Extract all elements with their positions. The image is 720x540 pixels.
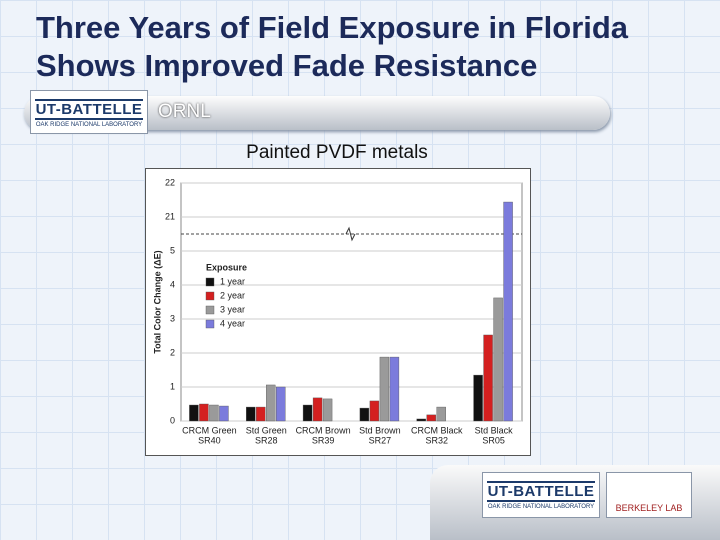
logo-name: UT-BATTELLE [35, 99, 143, 120]
legend-label: 1 year [220, 276, 245, 286]
logo: UT-BATTELLE Oak Ridge National Laborator… [30, 90, 148, 134]
x-tick-label: SR28 [255, 435, 278, 445]
y-tick-label: 3 [170, 313, 175, 323]
y-tick-label: 1 [170, 381, 175, 391]
bar [359, 407, 370, 422]
bar [266, 384, 276, 422]
x-tick-label: SR32 [425, 435, 448, 445]
chart: 0 1 2 3 4 5 21 22 Total Color Change (ΔE) CRCM Gr… [145, 168, 531, 456]
legend-swatch [205, 319, 215, 329]
logo: UT-BATTELLE Oak Ridge National Laborator… [482, 472, 600, 518]
bar [389, 356, 400, 422]
x-tick-label: SR40 [198, 435, 221, 445]
y-tick-label: 5 [170, 245, 175, 255]
legend-label: 2 year [220, 290, 245, 300]
logo-subtitle: Oak Ridge National Laboratory [487, 504, 595, 510]
legend-swatch [205, 277, 215, 287]
x-tick-label: SR39 [312, 435, 335, 445]
bar [416, 418, 426, 422]
bar [473, 374, 483, 422]
bar [312, 397, 323, 422]
y-tick-label: 0 [170, 415, 175, 425]
bar [189, 404, 199, 422]
bar [219, 405, 229, 422]
x-tick-label: SR05 [482, 435, 505, 445]
legend-label: 4 year [220, 318, 245, 328]
bar [503, 201, 513, 422]
logo-subtitle: Oak Ridge National Laboratory [35, 122, 143, 128]
bar [322, 398, 333, 422]
legend-swatch [205, 291, 215, 301]
bar [426, 414, 436, 422]
bar [199, 403, 209, 422]
bar [493, 297, 503, 422]
x-tick-label: CRCM Brown [296, 425, 351, 435]
legend-swatch [205, 305, 215, 315]
axis-break-mark [345, 226, 356, 242]
bar [256, 406, 266, 422]
y-tick-label: 4 [170, 279, 175, 289]
x-tick-label: SR27 [369, 435, 392, 445]
bar [379, 356, 390, 422]
logo: Berkeley Lab [606, 472, 692, 518]
x-tick-label: Std Black [475, 425, 514, 435]
y-tick-label: 21 [165, 211, 175, 221]
x-tick-label: CRCM Black [411, 425, 463, 435]
x-tick-label: Std Green [246, 425, 287, 435]
plot-area [180, 182, 523, 422]
x-tick-label: Std Brown [359, 425, 401, 435]
y-tick-label: 22 [165, 177, 175, 187]
bar [436, 406, 446, 422]
slide-title: Shows Improved Fade Resistance [36, 48, 538, 83]
y-axis-label: Total Color Change (ΔE) [152, 250, 162, 353]
bar [276, 386, 286, 422]
logo-partner: Berkeley Lab [615, 503, 683, 513]
logo-name: UT-BATTELLE [487, 481, 595, 502]
bar [209, 404, 219, 422]
bar [246, 406, 256, 422]
legend-title: Exposure [206, 262, 247, 272]
y-tick-label: 2 [170, 347, 175, 357]
x-tick-label: CRCM Green [182, 425, 237, 435]
bar [302, 404, 313, 422]
slide-title: Three Years of Field Exposure in Florida [36, 10, 629, 45]
header-label: ORNL [158, 101, 211, 122]
bar [369, 400, 380, 422]
chart-title: Painted PVDF metals [246, 142, 428, 163]
legend-label: 3 year [220, 304, 245, 314]
bar [483, 334, 493, 422]
